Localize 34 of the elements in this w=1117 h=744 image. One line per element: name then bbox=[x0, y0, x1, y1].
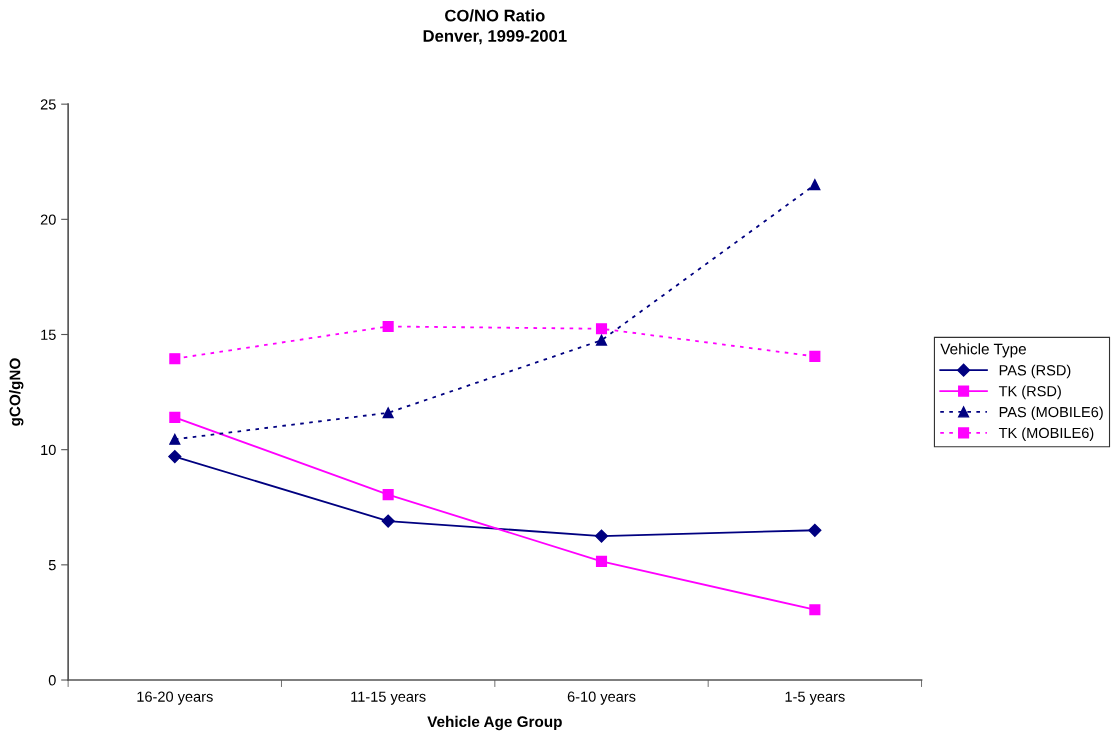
point bbox=[808, 523, 822, 537]
x-axis-title: Vehicle Age Group bbox=[427, 715, 562, 731]
x-tick-label: 1-5 years bbox=[785, 691, 845, 705]
x-tick-label: 11-15 years bbox=[351, 691, 426, 705]
y-tick-label: 10 bbox=[41, 444, 56, 456]
y-tick-label: 0 bbox=[48, 675, 56, 686]
legend-label: TK (RSD) bbox=[998, 385, 1061, 400]
point bbox=[169, 411, 181, 423]
point bbox=[382, 407, 394, 419]
y-axis-title: gCO/gNO bbox=[9, 358, 24, 426]
point bbox=[381, 514, 395, 528]
chart-title: CO/NO Ratio Denver, 1999-2001 bbox=[423, 9, 567, 45]
point bbox=[382, 489, 394, 501]
point bbox=[595, 334, 608, 346]
legend-label: TK (MOBILE6) bbox=[998, 427, 1094, 441]
point bbox=[809, 604, 821, 616]
point bbox=[169, 353, 181, 365]
point bbox=[595, 323, 608, 335]
legend-label: PAS (MOBILE6) bbox=[999, 406, 1103, 421]
x-tick-label: 6-10 years bbox=[567, 691, 636, 705]
x-tick-label: 16-20 years bbox=[137, 691, 213, 705]
legend-label: PAS (RSD) bbox=[999, 364, 1071, 379]
y-tick-label: 25 bbox=[40, 99, 56, 110]
point bbox=[382, 320, 394, 332]
legend-title: Vehicle Type bbox=[940, 343, 1026, 358]
point bbox=[595, 555, 608, 567]
point bbox=[169, 433, 181, 445]
y-tick-label: 20 bbox=[40, 214, 56, 225]
point bbox=[168, 449, 182, 464]
y-tick-label: 15 bbox=[41, 329, 56, 340]
point bbox=[809, 179, 821, 191]
point bbox=[594, 529, 609, 543]
point bbox=[809, 350, 821, 362]
y-tick-label: 5 bbox=[48, 560, 56, 571]
